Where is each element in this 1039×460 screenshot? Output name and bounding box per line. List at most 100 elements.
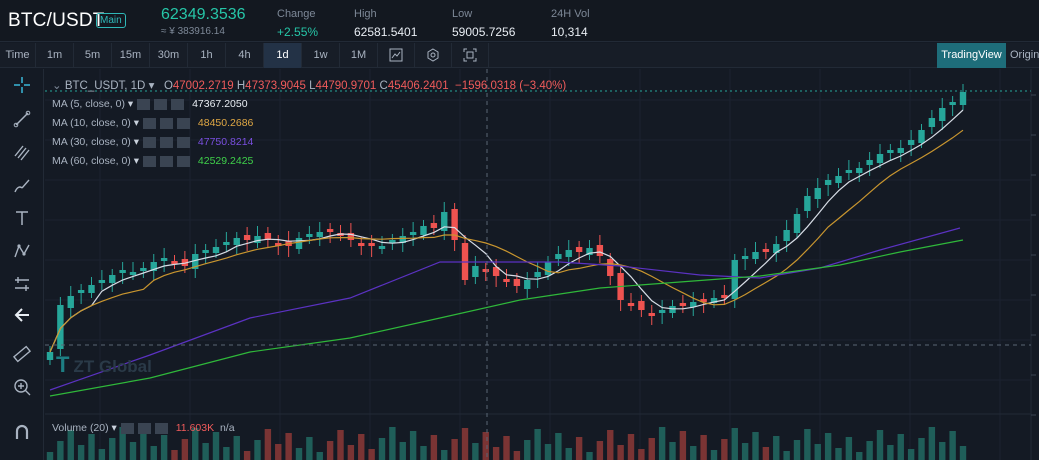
volume-bar [243, 451, 251, 460]
interval-1M[interactable]: 1M [340, 43, 378, 68]
tradingview-button[interactable]: TradingView [937, 43, 1006, 68]
candle-body [441, 212, 448, 231]
fullscreen-icon[interactable] [452, 43, 489, 68]
original-button[interactable]: Original [1010, 49, 1039, 61]
candle-body [243, 235, 251, 240]
text-icon[interactable] [8, 208, 36, 236]
crosshair-icon[interactable] [8, 75, 36, 103]
indicator-controls[interactable] [142, 155, 191, 167]
volume-bar [534, 429, 541, 460]
volume-bar [389, 427, 396, 460]
volume-bar [140, 431, 147, 460]
interval-1h[interactable]: 1h [188, 43, 226, 68]
candle-body [77, 290, 85, 293]
back-arrow-icon[interactable] [8, 305, 36, 333]
high-value: 62581.5401 [354, 25, 418, 39]
interval-1m[interactable]: 1m [36, 43, 74, 68]
volume-na: n/a [219, 422, 235, 434]
interval-15m[interactable]: 15m [112, 43, 150, 68]
ma60-label: MA (60, close, 0) [52, 155, 131, 167]
price-converted: ≈ ¥ 383916.14 [161, 26, 225, 37]
indicator-controls[interactable] [142, 136, 191, 148]
candle-body [88, 285, 95, 293]
candle-body [866, 160, 873, 165]
volume-bar [575, 437, 583, 460]
candle-change: −1596.0318 (−3.40%) [454, 80, 567, 92]
ma10-legend[interactable]: MA (10, close, 0) ▾ 48450.2686 [52, 117, 254, 129]
low-value: 59005.7256 [452, 25, 516, 39]
low-value-chart: 44790.9701 [315, 80, 377, 92]
volume-bar [544, 444, 552, 460]
fib-icon[interactable] [8, 142, 36, 170]
indicator-controls[interactable] [137, 98, 186, 110]
interval-30m[interactable]: 30m [150, 43, 188, 68]
volume-bar [949, 431, 956, 460]
volume-bar [451, 439, 458, 460]
volume-bar [887, 445, 894, 460]
volume-bar [918, 438, 925, 460]
candle-body [690, 302, 697, 307]
chart-toolbar: Time 1m 5m 15m 30m 1h 4h 1d 1w 1M Tradin… [0, 43, 1039, 68]
volume-bar [119, 427, 126, 460]
candle-body [731, 260, 738, 299]
volume-bar [876, 430, 884, 460]
volume-bar [358, 434, 365, 460]
volume-bar [524, 440, 531, 460]
ruler-icon[interactable] [8, 344, 36, 372]
volume-bar [461, 428, 469, 460]
pattern-icon[interactable] [8, 241, 36, 269]
brush-icon[interactable] [8, 175, 36, 203]
volume-bar [638, 449, 645, 460]
ma5-legend[interactable]: MA (5, close, 0) ▾ 47367.2050 [52, 98, 248, 110]
volume-bar [762, 447, 770, 460]
settings-icon[interactable] [415, 43, 452, 68]
ma60-legend[interactable]: MA (60, close, 0) ▾ 42529.2425 [52, 155, 254, 167]
volume-indicator-value: 11.603K [175, 422, 215, 434]
volume-bar [741, 443, 749, 460]
volume-bar [907, 449, 915, 460]
interval-1d[interactable]: 1d [264, 43, 302, 68]
ma5-label: MA (5, close, 0) [52, 98, 125, 110]
candle-body [586, 248, 593, 255]
trading-pair[interactable]: BTC/USDT [8, 10, 105, 31]
magnet-icon[interactable] [8, 422, 36, 450]
volume-bar [617, 445, 624, 460]
zoom-in-icon[interactable] [8, 377, 36, 405]
candle-body [140, 268, 147, 271]
low-label: Low [452, 8, 473, 20]
trendline-icon[interactable] [8, 109, 36, 137]
volume-bar [555, 433, 562, 460]
volume-bar [306, 437, 313, 460]
interval-5m[interactable]: 5m [74, 43, 112, 68]
interval-4h[interactable]: 4h [226, 43, 264, 68]
volume-bar [295, 448, 303, 460]
candle-body [607, 259, 614, 276]
ma30-line [49, 227, 961, 391]
candle-body [503, 279, 510, 282]
candle-body [824, 180, 832, 185]
symbol-label[interactable]: BTC_USDT, 1D [64, 80, 146, 92]
ma10-value: 48450.2686 [197, 117, 254, 129]
candle-body [420, 226, 427, 235]
open-label: O [163, 80, 173, 92]
volume-bar [337, 430, 344, 460]
candle-body [472, 266, 479, 277]
indicator-controls[interactable] [142, 117, 191, 129]
volume-legend[interactable]: Volume (20) ▾ 11.603K n/a [52, 422, 235, 434]
volume-bar [690, 446, 697, 460]
volume-bar [430, 435, 438, 460]
price-chart[interactable] [45, 69, 1039, 460]
measure-icon[interactable] [8, 274, 36, 302]
candle-body [233, 238, 240, 245]
chart-type-icon[interactable] [378, 43, 415, 68]
indicator-controls[interactable] [120, 422, 169, 434]
volume-label: 24H Vol [551, 8, 590, 20]
ma30-legend[interactable]: MA (30, close, 0) ▾ 47750.8214 [52, 136, 254, 148]
volume-bar [254, 440, 261, 460]
interval-1w[interactable]: 1w [302, 43, 340, 68]
candle-body [129, 272, 137, 275]
candle-body [326, 229, 334, 232]
volume-bar [648, 438, 655, 460]
volume-bar [814, 444, 821, 460]
ma5-line [49, 109, 964, 353]
